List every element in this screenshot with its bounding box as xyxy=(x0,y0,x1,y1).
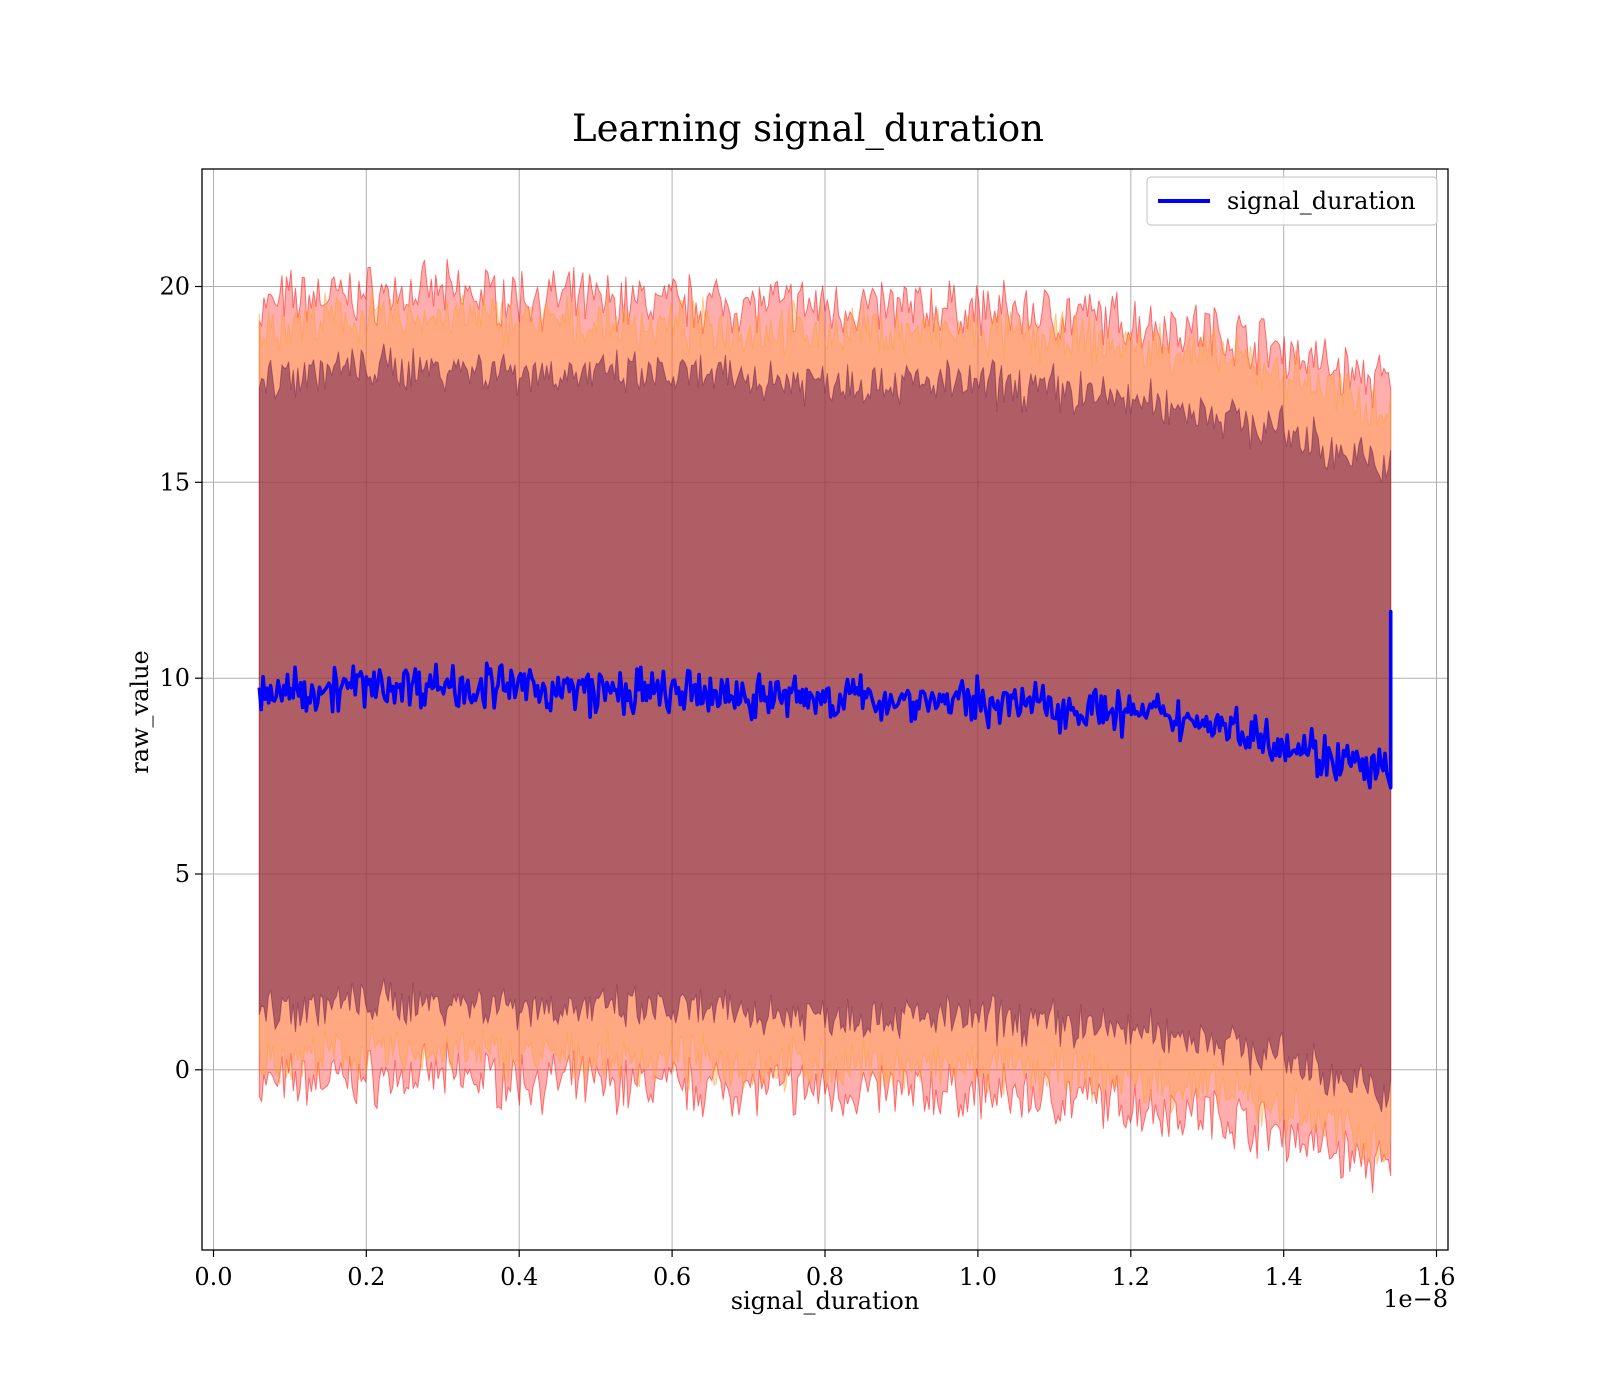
y-axis-label: raw_value xyxy=(126,650,154,774)
y-tick-label: 0 xyxy=(175,1056,190,1084)
x-tick-label: 0.0 xyxy=(194,1263,232,1291)
x-tick-label: 1.0 xyxy=(959,1263,997,1291)
y-tick-label: 10 xyxy=(159,664,190,692)
legend-box xyxy=(1146,176,1438,226)
x-axis-label: signal_duration xyxy=(731,1287,920,1315)
legend-label-signal-duration: signal_duration xyxy=(1227,187,1416,215)
y-tick-label: 15 xyxy=(159,468,190,496)
y-tick-label: 20 xyxy=(159,273,190,301)
y-axis-ticks: 0 5 10 15 20 xyxy=(159,273,202,1084)
x-offset-label: 1e−8 xyxy=(1383,1285,1448,1313)
std-band xyxy=(258,343,1392,1113)
chart-title: Learning signal_duration xyxy=(572,107,1044,151)
series-lines xyxy=(257,609,1393,790)
x-tick-label: 1.4 xyxy=(1265,1263,1303,1291)
x-tick-label: 0.6 xyxy=(653,1263,691,1291)
x-axis-ticks: 0.0 0.2 0.4 0.6 0.8 1.0 1.2 1.4 1.6 xyxy=(194,1250,1456,1291)
std-bands xyxy=(258,258,1392,1194)
series-line-signal-duration xyxy=(257,609,1393,790)
x-tick-label: 1.6 xyxy=(1417,1263,1455,1291)
y-tick-label: 5 xyxy=(175,860,190,888)
legend: signal_duration xyxy=(1146,176,1438,226)
x-tick-label: 0.4 xyxy=(500,1263,538,1291)
x-tick-label: 0.8 xyxy=(806,1263,844,1291)
x-tick-label: 0.2 xyxy=(347,1263,385,1291)
x-tick-label: 1.2 xyxy=(1112,1263,1150,1291)
